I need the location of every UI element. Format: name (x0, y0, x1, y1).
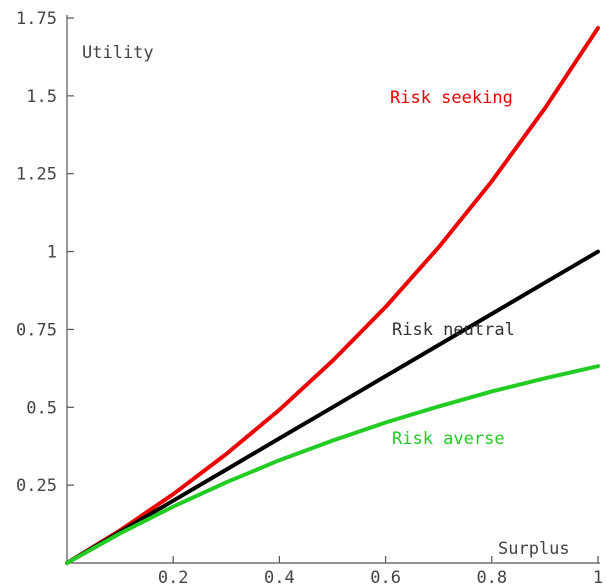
series-line-risk-neutral (65, 249, 600, 565)
x-axis-title: Surplus (498, 539, 570, 559)
ticks: 0.2 0.4 0.6 0.8 1 0.25 0.5 0.75 1 1.25 1.5 1.75 (16, 9, 603, 587)
axes (66, 15, 600, 564)
y-tick-label: 1.75 (16, 9, 57, 29)
series-line-risk-averse (65, 364, 600, 565)
y-tick-label: 0.25 (16, 476, 57, 496)
x-tick-label: 0.8 (476, 568, 507, 587)
y-tick-label: 1 (47, 243, 57, 263)
x-tick-label: 1 (593, 568, 603, 587)
x-tick-label: 0.4 (264, 568, 295, 587)
y-tick-label: 1.5 (26, 87, 57, 107)
y-tick-label: 0.5 (26, 398, 57, 418)
y-axis-title: Utility (82, 43, 154, 63)
series-label-risk-averse: Risk averse (392, 429, 505, 449)
y-tick-label: 1.25 (16, 165, 57, 185)
x-tick-label: 0.6 (370, 568, 401, 587)
series-line-risk-seeking (65, 26, 600, 565)
y-tick-label: 0.75 (16, 320, 57, 340)
x-tick-label: 0.2 (158, 568, 189, 587)
series-lines (65, 26, 600, 565)
series-label-risk-seeking: Risk seeking (390, 88, 513, 108)
series-label-risk-neutral: Risk neutral (392, 320, 515, 340)
